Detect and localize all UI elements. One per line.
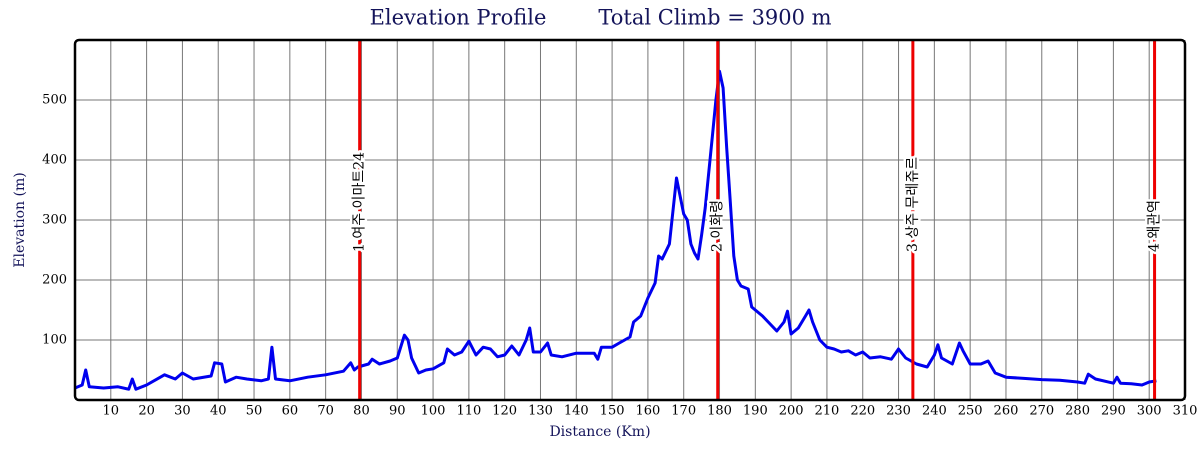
plot: 1 여주 이마트24 2 이화령 3 상주 무레쥬르 4 왜관역 [74,40,1165,400]
x-tick-label: 10 [103,404,120,419]
x-axis-label: Distance (Km) [549,424,650,440]
y-axis-label: Elevation (m) [12,172,28,267]
x-tick-label: 150 [600,404,625,419]
y-tick-label: 500 [42,93,67,108]
x-tick-label: 140 [564,404,589,419]
x-tick-label: 100 [421,404,446,419]
x-tick-label: 180 [707,404,732,419]
y-tick-label: 200 [42,273,67,288]
y-tick-label: 300 [42,213,67,228]
chart-title: Elevation Profile [370,6,547,30]
x-tick-label: 260 [994,404,1019,419]
x-tick-label: 240 [922,404,947,419]
x-tick-label: 90 [389,404,406,419]
x-tick-label: 120 [492,404,517,419]
x-tick-label: 130 [528,404,553,419]
x-tick-label: 210 [815,404,840,419]
waypoint-label: 4 왜관역 [1147,200,1163,252]
x-tick-label: 160 [635,404,660,419]
x-tick-label: 200 [779,404,804,419]
y-tick-label: 400 [42,153,67,168]
waypoint-label: 2 이화령 [710,200,726,252]
x-tick-label: 220 [850,404,875,419]
x-tick-label: 30 [174,404,191,419]
x-tick-label: 300 [1137,404,1162,419]
x-tick-label: 230 [886,404,911,419]
x-tick-label: 270 [1029,404,1054,419]
x-tick-label: 70 [317,404,334,419]
x-tick-label: 290 [1101,404,1126,419]
x-tick-label: 310 [1173,404,1198,419]
x-tick-label: 60 [282,404,299,419]
x-tick-label: 80 [353,404,370,419]
waypoint-label: 1 여주 이마트24 [352,152,368,252]
x-tick-label: 110 [456,404,481,419]
grid [75,40,1186,400]
x-tick-label: 250 [958,404,983,419]
y-tick-label: 100 [42,333,67,348]
x-tick-label: 190 [743,404,768,419]
waypoint-label: 3 상주 무레쥬르 [905,157,921,252]
x-tick-label: 50 [246,404,263,419]
x-tick-label: 170 [671,404,696,419]
chart-subtitle: Total Climb = 3900 m [598,6,831,30]
plot-frame [73,38,1187,402]
x-tick-label: 40 [210,404,227,419]
x-tick-label: 280 [1065,404,1090,419]
elevation-line [74,69,1157,391]
x-tick-label: 20 [138,404,155,419]
